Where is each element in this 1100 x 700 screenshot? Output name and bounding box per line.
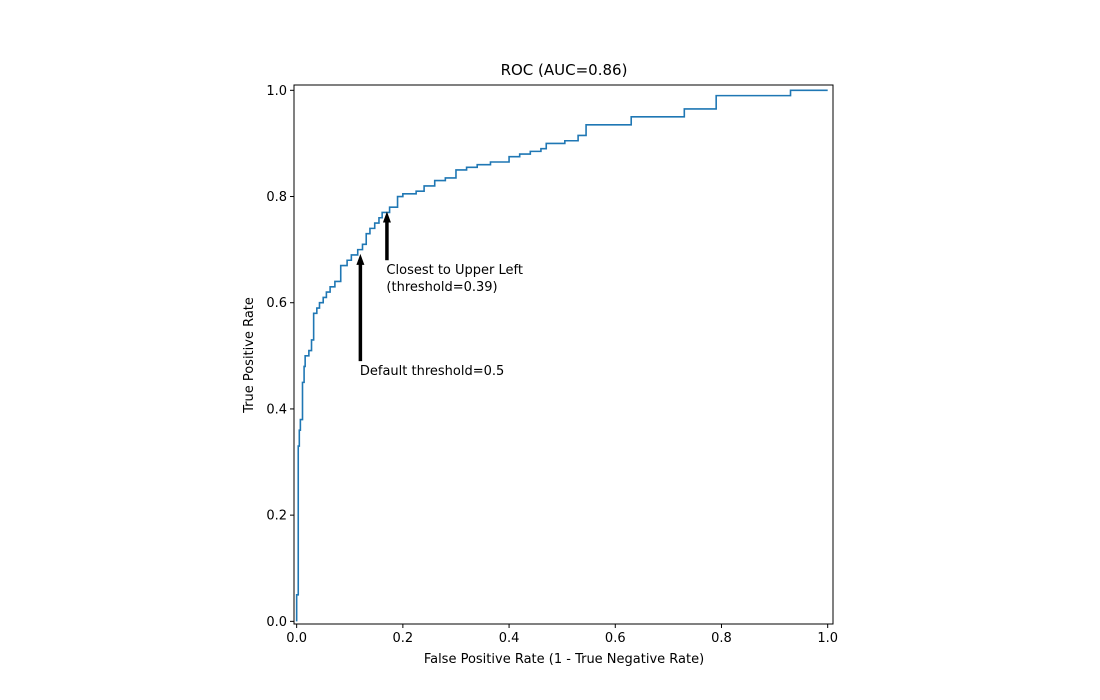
annotation-text: (threshold=0.39) — [386, 280, 497, 295]
x-tick-label: 1.0 — [817, 631, 838, 646]
annotation-text: Default threshold=0.5 — [360, 364, 504, 379]
annotation-text: Closest to Upper Left — [386, 263, 523, 278]
y-axis-label: True Positive Rate — [242, 297, 257, 414]
y-tick-label: 0.2 — [266, 509, 287, 524]
x-tick-label: 0.4 — [499, 631, 520, 646]
x-tick-label: 0.0 — [286, 631, 307, 646]
annotations: Closest to Upper Left (threshold=0.39) Def… — [356, 211, 523, 379]
annotation-1: Default threshold=0.5 — [356, 253, 504, 379]
x-tick-label: 0.2 — [393, 631, 414, 646]
x-axis-label: False Positive Rate (1 - True Negative R… — [424, 652, 704, 667]
y-tick-label: 0.4 — [266, 402, 287, 417]
x-tick-label: 0.6 — [605, 631, 626, 646]
y-tick-label: 1.0 — [266, 84, 287, 99]
chart-title: ROC (AUC=0.86) — [501, 61, 628, 79]
y-tick-label: 0.8 — [266, 190, 287, 205]
annotation-0: Closest to Upper Left (threshold=0.39) — [382, 211, 523, 295]
x-tick-label: 0.8 — [711, 631, 732, 646]
roc-curve-line — [295, 89, 828, 622]
y-tick-label: 0.6 — [266, 296, 287, 311]
annotation-arrow-head — [356, 253, 365, 265]
y-tick-label: 0.0 — [266, 615, 287, 630]
plot-area — [295, 89, 828, 622]
annotation-arrow-head — [382, 211, 391, 223]
axes-frame — [293, 84, 834, 625]
axes-ticks: 0.0 0.2 0.4 0.6 0.8 1.0 0.0 0.2 0.4 0.6 0.8 1.0 — [266, 84, 838, 646]
